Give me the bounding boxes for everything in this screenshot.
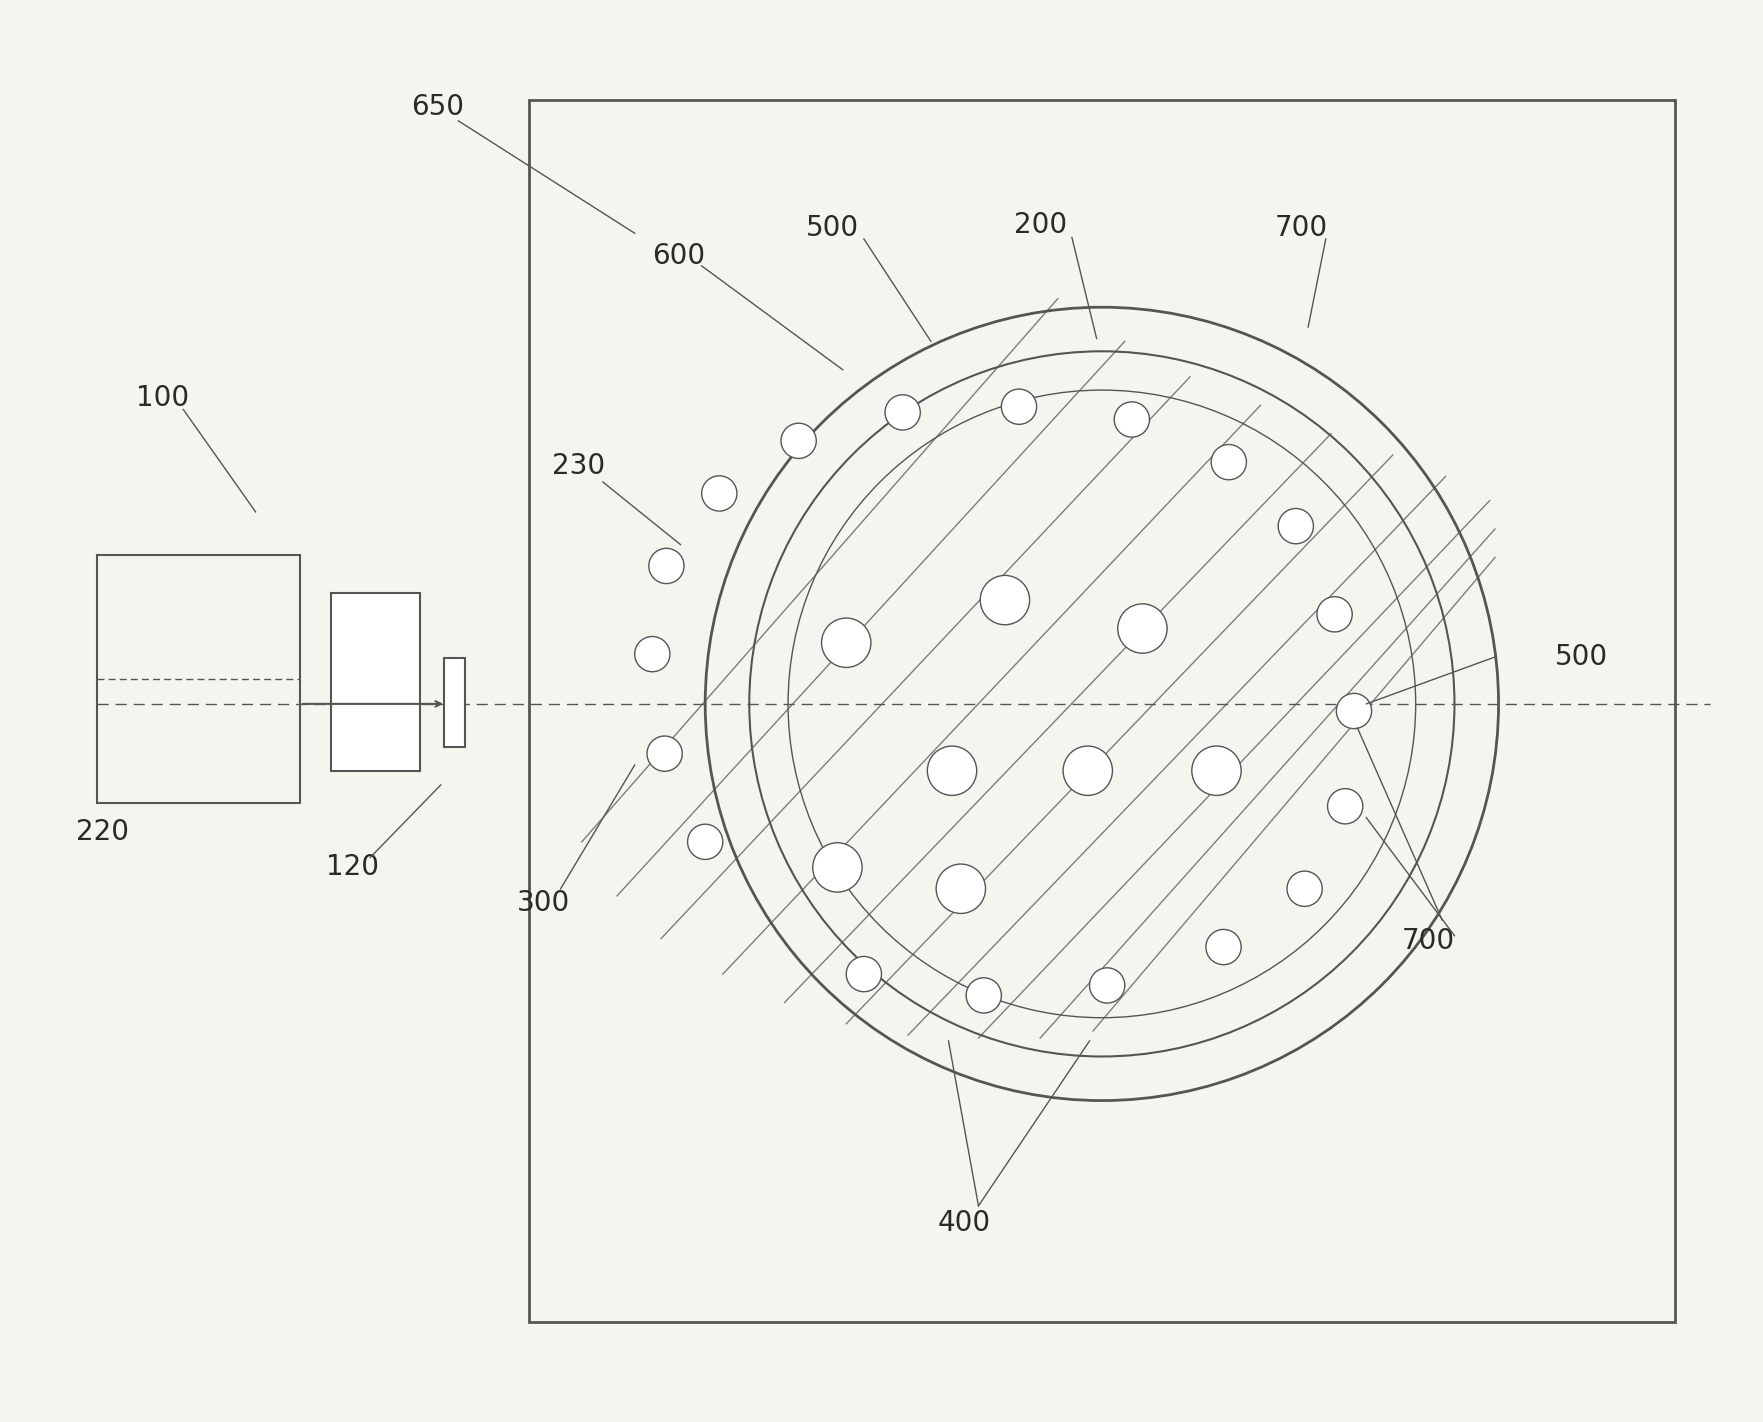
Ellipse shape	[1114, 402, 1149, 437]
Ellipse shape	[1317, 597, 1352, 631]
Text: 500: 500	[1555, 643, 1608, 671]
Text: 700: 700	[1402, 927, 1454, 956]
Ellipse shape	[635, 637, 670, 671]
Text: 300: 300	[517, 889, 569, 917]
Ellipse shape	[688, 825, 723, 859]
Ellipse shape	[1287, 872, 1322, 906]
Ellipse shape	[966, 978, 1001, 1012]
Ellipse shape	[1328, 789, 1363, 823]
Bar	[97, 555, 300, 803]
Bar	[331, 593, 420, 771]
Ellipse shape	[936, 865, 986, 913]
Ellipse shape	[1278, 509, 1313, 543]
Ellipse shape	[822, 619, 871, 667]
Text: 200: 200	[1014, 210, 1067, 239]
Text: 100: 100	[136, 384, 189, 412]
Ellipse shape	[1206, 930, 1241, 964]
Bar	[444, 658, 465, 747]
Ellipse shape	[885, 395, 920, 429]
Text: 700: 700	[1275, 213, 1328, 242]
Ellipse shape	[813, 843, 862, 892]
Text: 600: 600	[652, 242, 705, 270]
Ellipse shape	[649, 549, 684, 583]
Text: 400: 400	[938, 1209, 991, 1237]
Ellipse shape	[1090, 968, 1125, 1003]
Text: 220: 220	[76, 818, 129, 846]
Text: 650: 650	[411, 92, 464, 121]
Ellipse shape	[1211, 445, 1246, 479]
Ellipse shape	[980, 576, 1030, 624]
Ellipse shape	[647, 737, 682, 771]
Ellipse shape	[1001, 390, 1037, 424]
Ellipse shape	[781, 424, 816, 458]
Ellipse shape	[1063, 747, 1112, 795]
Text: 120: 120	[326, 853, 379, 882]
Ellipse shape	[1118, 604, 1167, 653]
Ellipse shape	[1336, 694, 1372, 728]
Text: 230: 230	[552, 452, 605, 481]
Ellipse shape	[702, 476, 737, 510]
Ellipse shape	[846, 957, 882, 991]
Text: 500: 500	[806, 213, 859, 242]
Bar	[529, 100, 1675, 1322]
Ellipse shape	[1192, 747, 1241, 795]
Ellipse shape	[927, 747, 977, 795]
